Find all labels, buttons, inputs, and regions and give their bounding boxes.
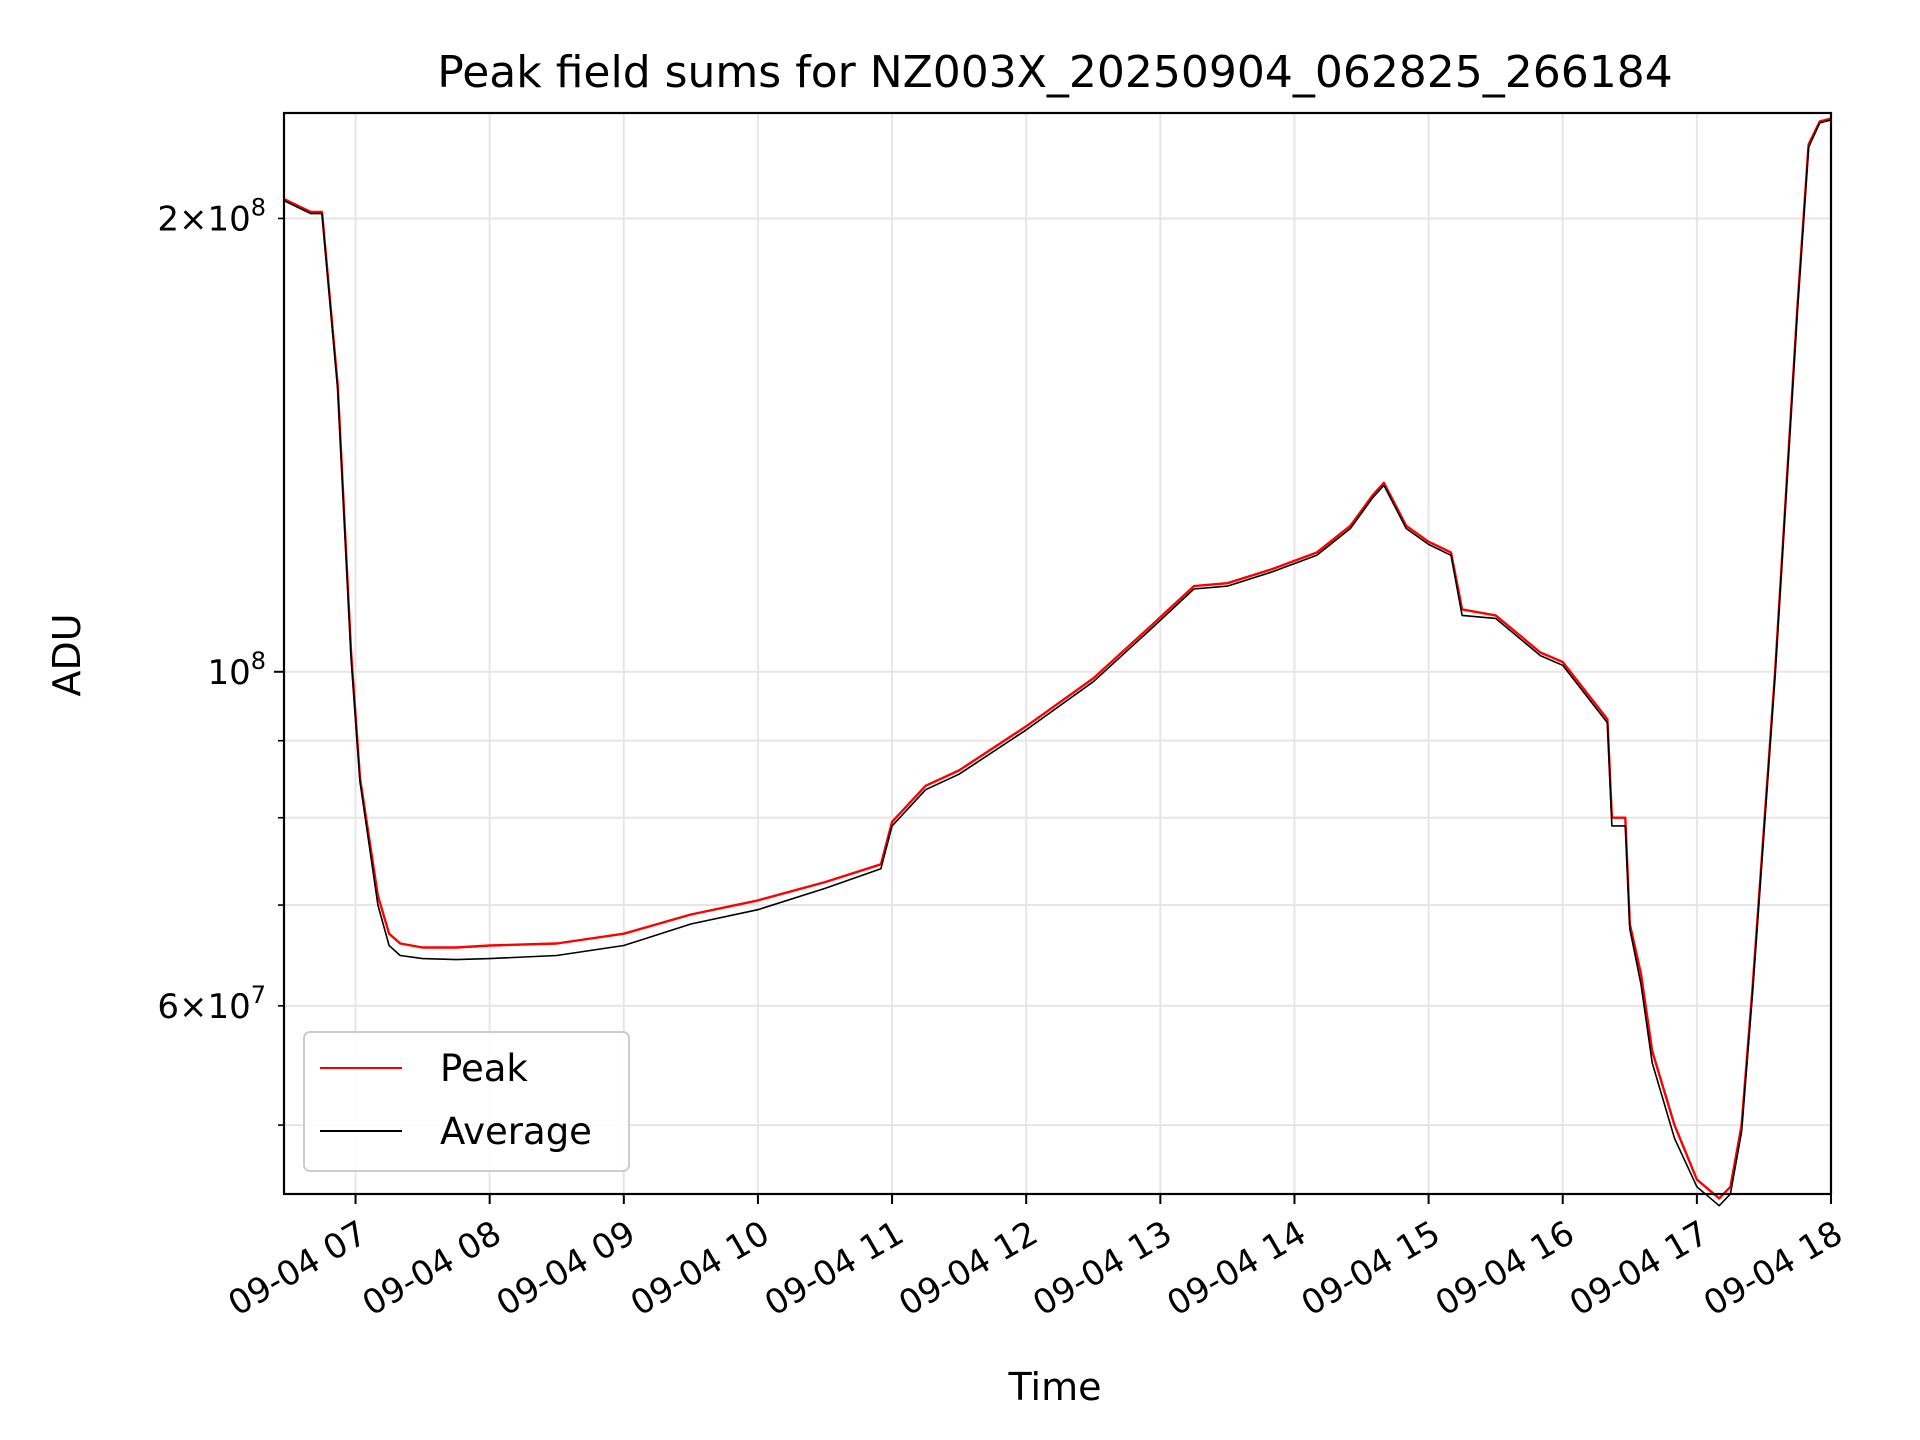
y-minor-tick-label: 6×107 bbox=[157, 981, 266, 1027]
y-major-tick-label: 108 bbox=[207, 647, 266, 693]
y-minor-tick-label: 2×108 bbox=[157, 193, 266, 239]
x-axis-label: Time bbox=[1008, 1365, 1102, 1409]
plot-frame bbox=[282, 111, 1833, 1196]
legend-label-average: Average bbox=[440, 1110, 592, 1153]
y-axis-label: ADU bbox=[45, 613, 89, 696]
chart-title: Peak field sums for NZ003X_20250904_0628… bbox=[437, 47, 1673, 98]
legend-box bbox=[303, 1031, 630, 1172]
legend: Peak Average bbox=[303, 1031, 630, 1172]
plot-series bbox=[283, 117, 1832, 1207]
series-line-average bbox=[283, 119, 1832, 1207]
legend-label-peak: Peak bbox=[440, 1047, 528, 1090]
series-line-peak bbox=[283, 117, 1832, 1200]
